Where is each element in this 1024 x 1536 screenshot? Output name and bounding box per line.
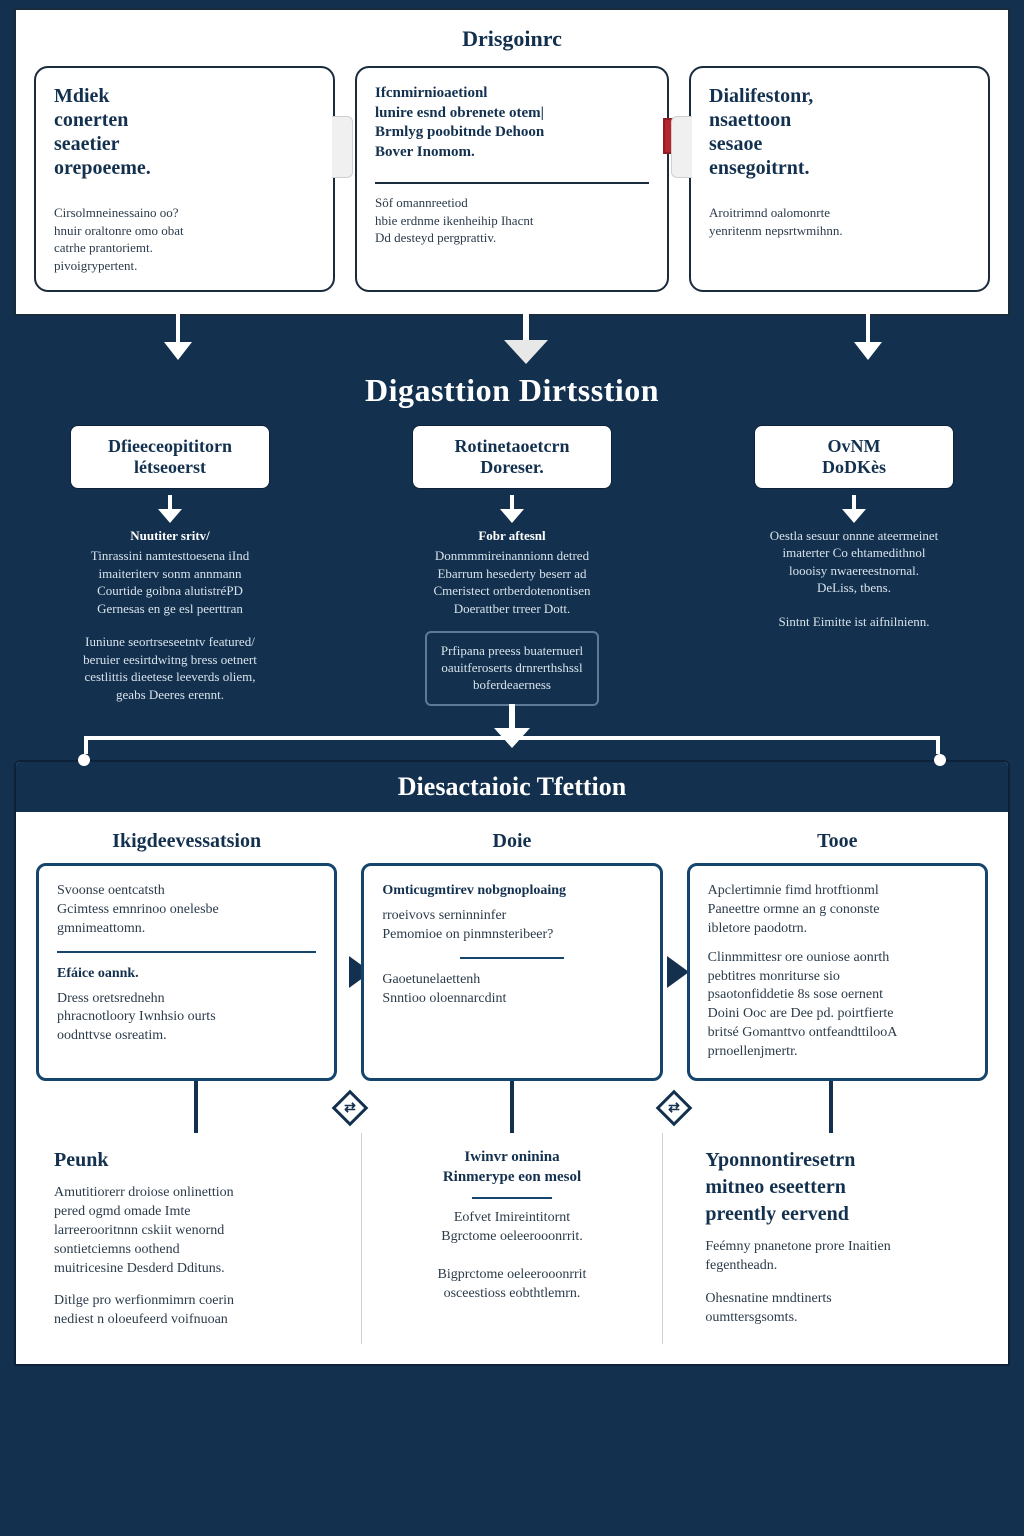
card-body: Aroitrimnd oalomonrte yenritenm nepsrtwm… <box>709 204 970 239</box>
col-header: Doie <box>361 830 662 853</box>
card-text: Ohesnatine mndtinerts oumttersgsomts. <box>705 1290 970 1328</box>
diamond-icon: ⇄ <box>655 1090 692 1127</box>
card-text: Eofvet Imireintitornt Bgrctome oeleerooo… <box>380 1209 645 1303</box>
card-title: Mdiek conerten seaetier orepoeeme. <box>54 84 315 180</box>
section2-col-1: Rotinetaoetcrn Doreser. Fobr aftesnl Don… <box>356 425 668 706</box>
arrow-down-icon <box>504 314 548 364</box>
col-text: Oestla sesuur onnne ateermeinet imaterte… <box>766 527 943 597</box>
section2-title: Digasttion Dirtsstion <box>14 372 1010 409</box>
connector-drop <box>84 736 88 754</box>
section3-title: Diesactaioic Tfettion <box>16 762 1008 812</box>
arrow-down-icon <box>158 495 182 523</box>
text-body: Donmmmireinannionn detred Ebarrum hesede… <box>433 548 590 616</box>
section3-card-0: Svoonse oentcatsth Gcimtess emnrinoo one… <box>36 863 337 1081</box>
section1-row: Mdiek conerten seaetier orepoeeme. Cirso… <box>34 66 990 292</box>
col-box: Prfipana preess buaternuerl oauitferoser… <box>425 631 599 706</box>
pill-label: OvNM DoDKès <box>754 425 954 488</box>
section3-panel: Diesactaioic Tfettion Ikigdeevessatsion … <box>14 760 1010 1366</box>
connector-hbar <box>84 736 940 740</box>
col-header: Tooe <box>687 830 988 853</box>
section1-to-2-connectors <box>14 316 1010 362</box>
card-title: Dialifestonr, nsaettoon sesaoe ensegoitr… <box>709 84 970 180</box>
card-text: Clinmmittesr ore ouniose aonrth pebtitre… <box>708 949 967 1062</box>
card-text: Feémny pnanetone prore Inaitien fegenthe… <box>705 1238 970 1276</box>
card-text: Amutitiorerr droiose onlinettion pered o… <box>54 1184 319 1278</box>
section1-card-2: Dialifestonr, nsaettoon sesaoe ensegoitr… <box>689 66 990 292</box>
card-text: Svoonse oentcatsth Gcimtess emnrinoo one… <box>57 882 316 939</box>
connector-vline <box>829 1081 833 1133</box>
col-header: Ikigdeevessatsion <box>36 830 337 853</box>
col-text: Fobr aftesnl Donmmmireinannionn detred E… <box>429 527 594 618</box>
card-text: Dress oretsrednehn phracnotloory Iwnhsio… <box>57 990 316 1047</box>
card-subtitle: Omticugmtirev nobgnoploaing <box>382 882 641 901</box>
connector-vline <box>194 1081 198 1133</box>
section2-to-3-connectors <box>14 706 1010 750</box>
col-text: Iuniune seortrseseetntv featured/ beruie… <box>79 633 261 703</box>
divider <box>460 957 564 959</box>
connector-vline <box>510 1081 514 1133</box>
text-highlight: Nuutiter sritv/ <box>91 527 249 545</box>
card-body: Sôf omannreetiod hbie erdnme ikenheihip … <box>375 194 649 247</box>
section2: Digasttion Dirtsstion Dfieeceopititorn l… <box>0 362 1024 760</box>
card-title: Ifcnmirnioaetionl lunire esnd obrenete o… <box>375 84 649 162</box>
connector-dot-icon <box>78 754 90 766</box>
section3-card-2: Apclertimnie fimd hrotftionml Paneettre … <box>687 863 988 1081</box>
section3-card2-0: Peunk Amutitiorerr droiose onlinettion p… <box>36 1133 337 1344</box>
card-text: Ditlge pro werfionmimrn coerin nediest n… <box>54 1292 319 1330</box>
arrow-down-icon <box>164 314 192 360</box>
section3-row1: Svoonse oentcatsth Gcimtess emnrinoo one… <box>36 863 988 1081</box>
arrow-down-icon <box>842 495 866 523</box>
connector-dot-icon <box>934 754 946 766</box>
divider <box>57 951 316 953</box>
arrow-down-icon <box>500 495 524 523</box>
section3-diamond-connectors: ⇄ ⇄ <box>36 1081 988 1133</box>
diamond-icon: ⇄ <box>332 1090 369 1127</box>
section3-card2-1: Iwinvr oninina Rinmerype eon mesol Eofve… <box>361 1133 664 1344</box>
card-text: rroeivovs serninninfer Pemomioe on pinmn… <box>382 907 641 945</box>
divider <box>472 1197 551 1199</box>
connector-drop <box>936 736 940 754</box>
arrow-down-icon <box>494 704 530 748</box>
card-body: Cirsolmneinessaino oo? hnuir oraltonre o… <box>54 204 315 274</box>
arrow-right-icon <box>667 956 689 988</box>
section3-row2: Peunk Amutitiorerr droiose onlinettion p… <box>36 1133 988 1344</box>
section2-col-2: OvNM DoDKès Oestla sesuur onnne ateermei… <box>698 425 1010 706</box>
divider <box>375 182 649 184</box>
text-highlight: Fobr aftesnl <box>433 527 590 545</box>
card-subtitle: Efáice oannk. <box>57 965 316 984</box>
section3-card2-2: Yponnontiresetrn mitneo eseettern preent… <box>687 1133 988 1344</box>
card-title: Peunk <box>54 1147 319 1174</box>
text-body: Tinrassini namtesttoesena iInd imaiterit… <box>91 548 249 616</box>
arrow-down-icon <box>854 314 882 360</box>
card-text: Apclertimnie fimd hrotftionml Paneettre … <box>708 882 967 939</box>
card-text: Gaoetunelaettenh Snntioo oloennarcdint <box>382 971 641 1009</box>
section3-headers: Ikigdeevessatsion Doie Tooe <box>36 830 988 853</box>
col-text: Nuutiter sritv/ Tinrassini namtesttoesen… <box>87 527 253 618</box>
col-text: Sintnt Eimitte ist aifnilnienn. <box>775 613 934 631</box>
pill-label: Dfieeceopititorn létseoerst <box>70 425 270 488</box>
section3-card-1: Omticugmtirev nobgnoploaing rroeivovs se… <box>361 863 662 1081</box>
section1-panel: Drisgoinrc Mdiek conerten seaetier orepo… <box>14 8 1010 316</box>
card-title: Yponnontiresetrn mitneo eseettern preent… <box>705 1147 970 1228</box>
pill-label: Rotinetaoetcrn Doreser. <box>412 425 612 488</box>
card-title: Iwinvr oninina Rinmerype eon mesol <box>380 1147 645 1188</box>
section1-card-1: Ifcnmirnioaetionl lunire esnd obrenete o… <box>355 66 669 292</box>
section2-columns: Dfieeceopititorn létseoerst Nuutiter sri… <box>14 425 1010 706</box>
section1-header: Drisgoinrc <box>34 26 990 52</box>
section1-card-0: Mdiek conerten seaetier orepoeeme. Cirso… <box>34 66 335 292</box>
section2-col-0: Dfieeceopititorn létseoerst Nuutiter sri… <box>14 425 326 706</box>
